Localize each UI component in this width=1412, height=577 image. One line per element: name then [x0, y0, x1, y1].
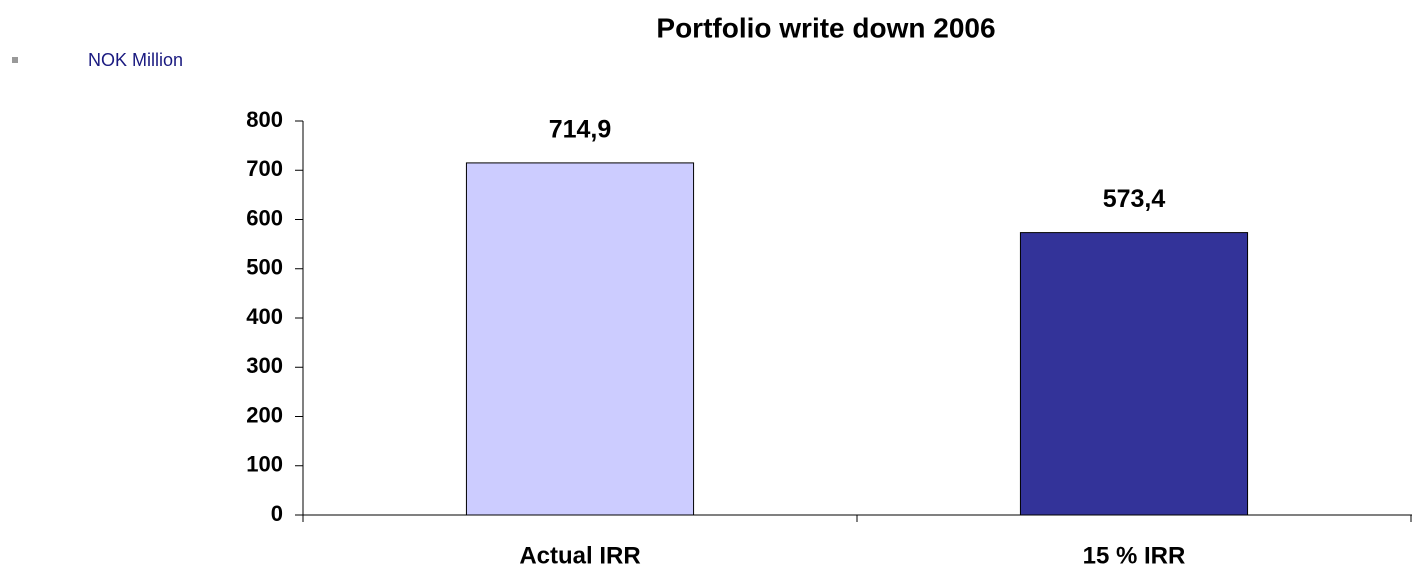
y-tick-label: 500: [246, 255, 283, 280]
x-tick-label: Actual IRR: [519, 542, 640, 569]
y-tick-label: 400: [246, 304, 283, 329]
bar: [1019, 232, 1249, 516]
value-label: 714,9: [549, 116, 612, 144]
bullet: [12, 57, 18, 63]
subtitle: NOK Million: [88, 50, 183, 70]
y-tick-label: 300: [246, 353, 283, 378]
x-tick-label: 15 % IRR: [1083, 542, 1186, 569]
bar: [465, 162, 695, 516]
y-tick-label: 0: [271, 501, 283, 526]
value-label: 573,4: [1103, 185, 1166, 213]
y-tick-label: 600: [246, 205, 283, 230]
chart-title: Portfolio write down 2006: [656, 12, 995, 43]
y-tick-label: 200: [246, 402, 283, 427]
y-tick-label: 700: [246, 156, 283, 181]
y-tick-label: 800: [246, 107, 283, 132]
y-tick-label: 100: [246, 452, 283, 477]
